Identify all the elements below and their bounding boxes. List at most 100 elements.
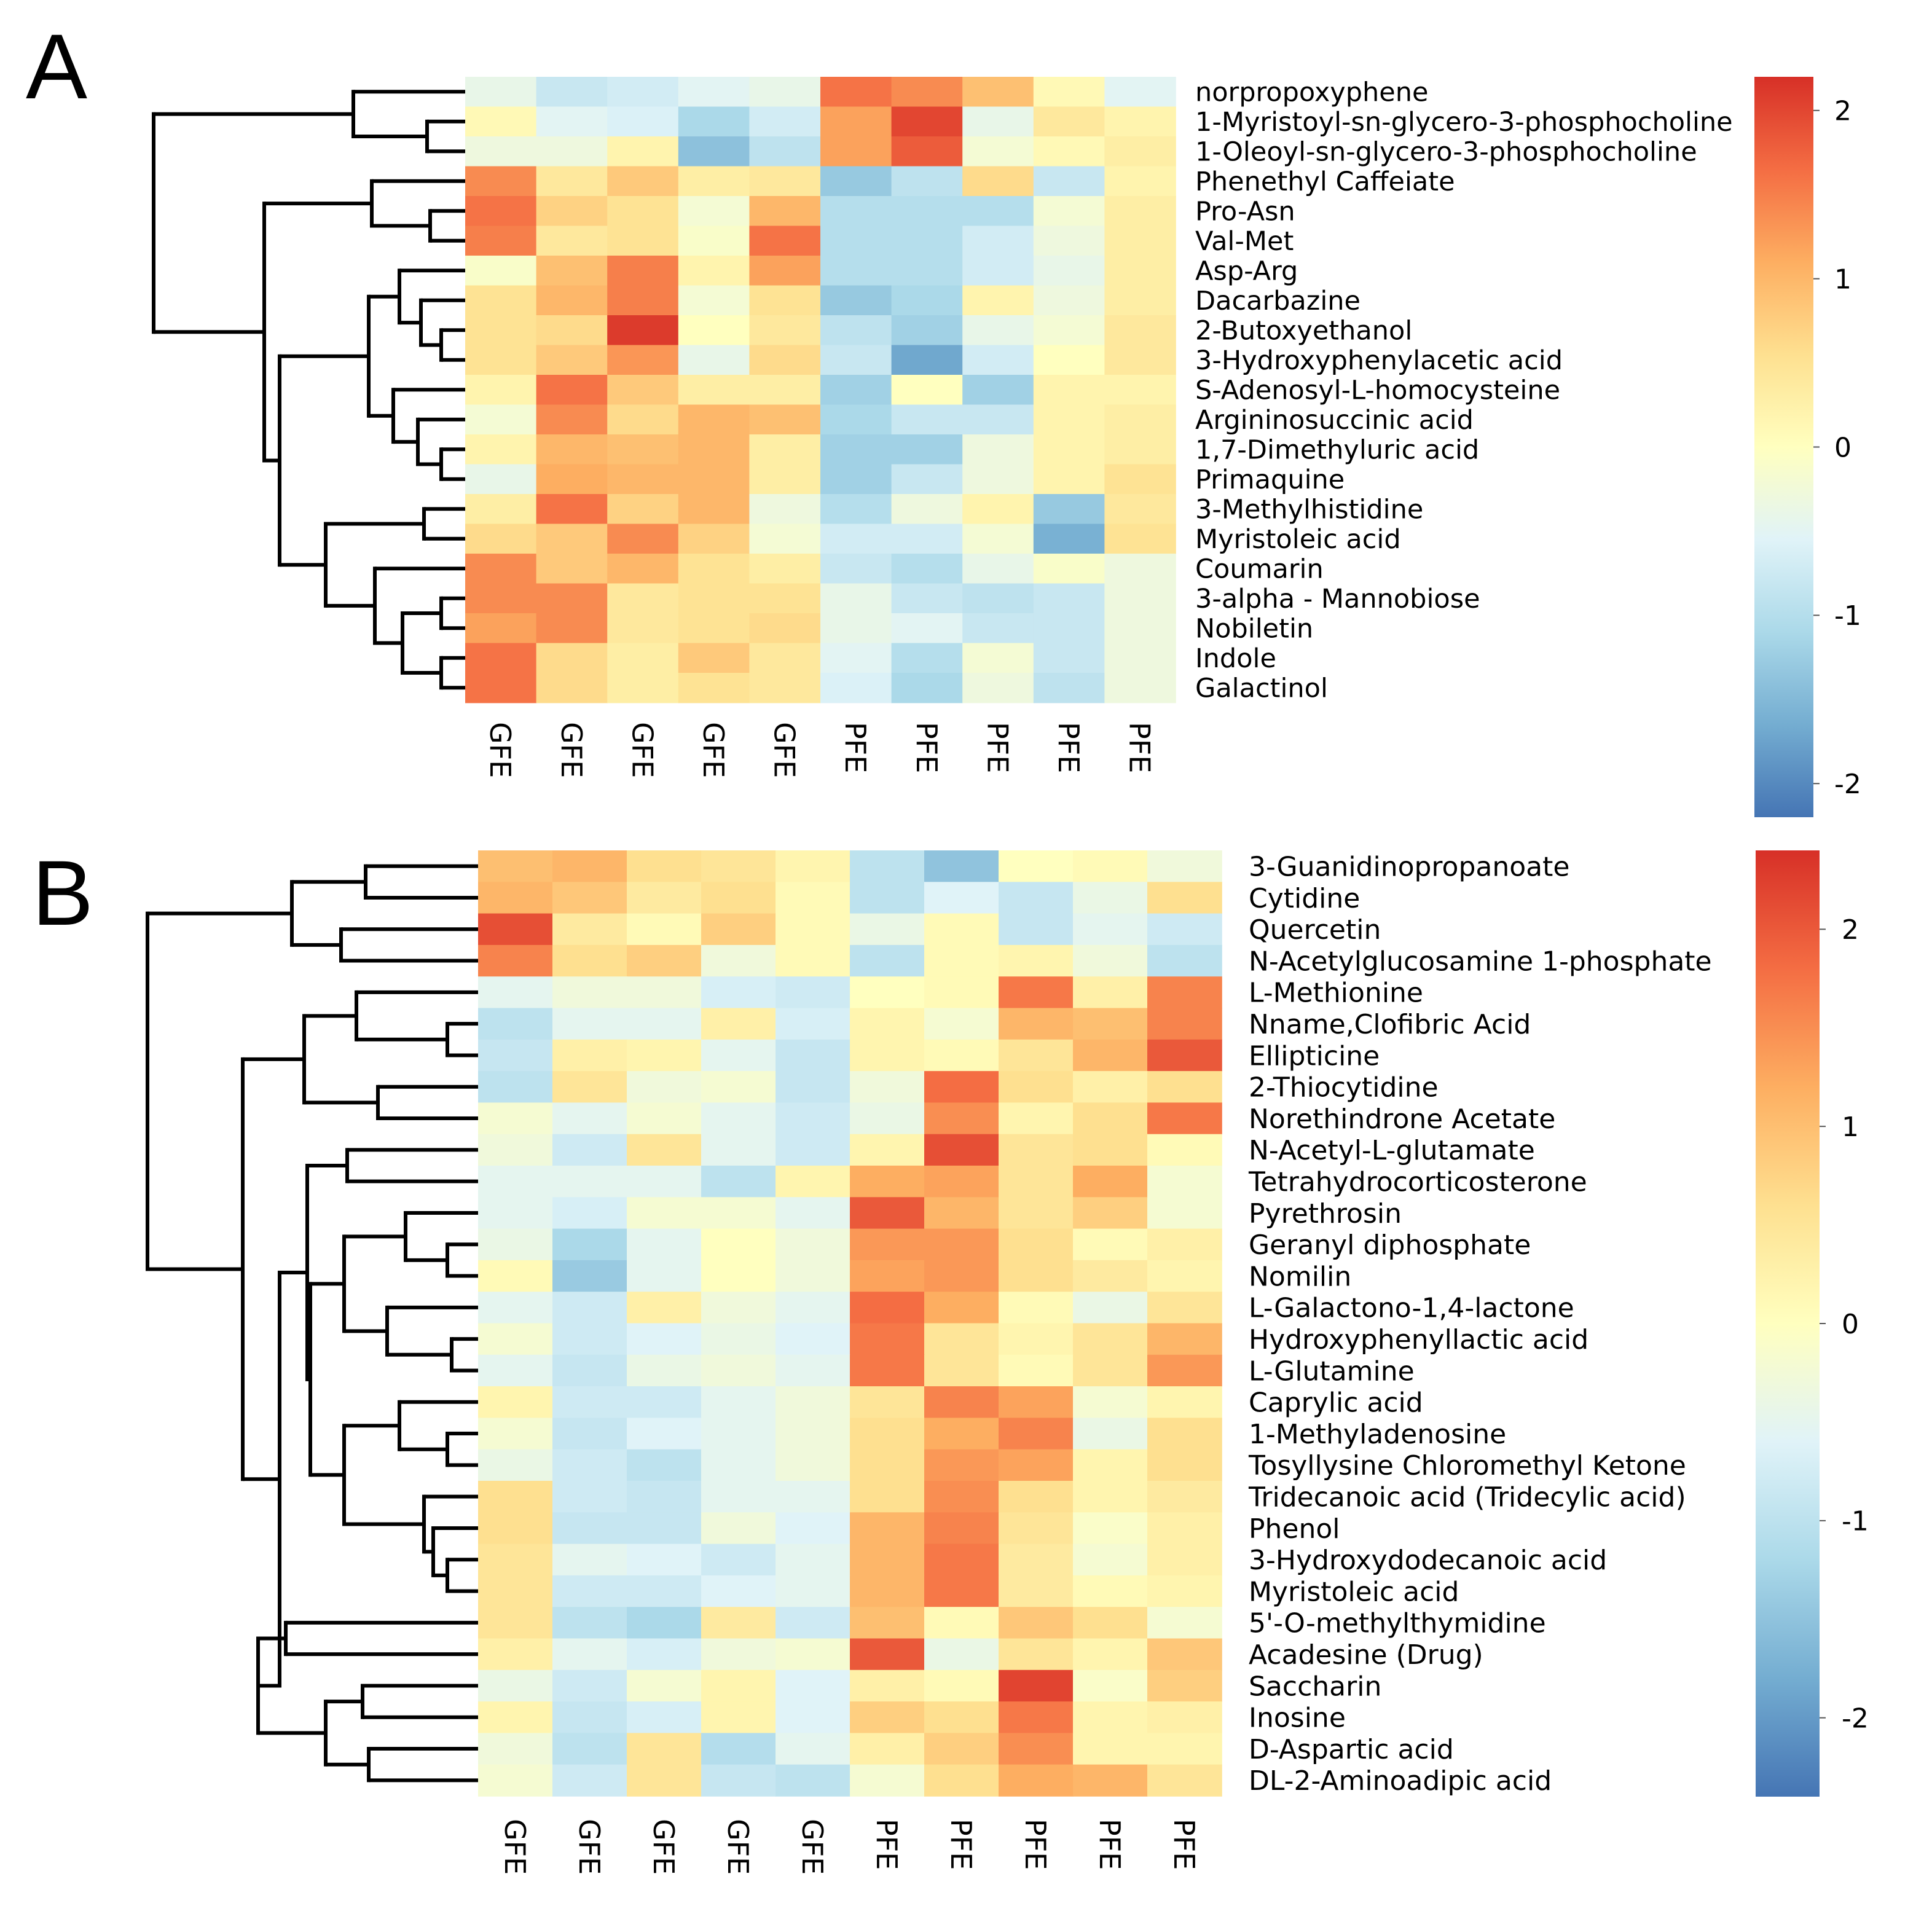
heatmap-cell — [627, 1575, 702, 1607]
heatmap-cell — [924, 1008, 999, 1040]
heatmap-cell — [820, 106, 892, 137]
heatmap-cell — [850, 1039, 925, 1072]
heatmap-cell — [1147, 1102, 1222, 1135]
heatmap-cell — [891, 345, 963, 375]
heatmap-cell — [552, 1701, 627, 1734]
heatmap-cell — [536, 375, 608, 406]
row-label: 2-Thiocytidine — [1249, 1072, 1439, 1104]
heatmap-cell — [552, 1418, 627, 1450]
row-label: Phenol — [1249, 1513, 1340, 1545]
heatmap-cell — [1104, 345, 1176, 375]
heatmap-cell — [999, 1039, 1074, 1072]
heatmap-cell — [465, 285, 537, 316]
heatmap-cell — [536, 136, 608, 167]
heatmap-cell — [999, 1669, 1074, 1702]
heatmap-cell — [552, 1481, 627, 1513]
row-label: Myristoleic acid — [1249, 1576, 1459, 1607]
heatmap-cell — [776, 913, 850, 946]
heatmap-cell — [465, 256, 537, 286]
heatmap-cell — [999, 1323, 1074, 1355]
row-label: Tetrahydrocorticosterone — [1248, 1167, 1587, 1198]
heatmap-cell — [627, 1134, 702, 1166]
heatmap-cell — [749, 375, 821, 406]
row-label: Geranyl diphosphate — [1249, 1230, 1531, 1261]
heatmap-cell — [820, 136, 892, 167]
heatmap-cell — [962, 434, 1034, 465]
heatmap-cell — [678, 196, 750, 227]
heatmap-cell — [678, 554, 750, 584]
heatmap-cell — [999, 1733, 1074, 1765]
heatmap-cell — [607, 136, 679, 167]
heatmap-cell — [465, 166, 537, 197]
column-label: GFE — [498, 1819, 532, 1875]
colorbar-tick-label: 0 — [1842, 1309, 1859, 1340]
heatmap-cell — [478, 1386, 553, 1419]
heatmap-cell — [891, 673, 963, 704]
heatmap-cell — [999, 1292, 1074, 1324]
heatmap-cell — [999, 1701, 1074, 1734]
heatmap-cell — [1104, 643, 1176, 673]
heatmap-cell — [627, 1607, 702, 1639]
heatmap-cell — [607, 196, 679, 227]
heatmap-cell — [891, 404, 963, 435]
heatmap-cell — [478, 1701, 553, 1734]
heatmap-cell — [1147, 1418, 1222, 1450]
heatmap-cell — [891, 136, 963, 167]
heatmap-cell — [776, 1323, 850, 1355]
heatmap-cell — [1104, 166, 1176, 197]
heatmap-cell — [749, 434, 821, 465]
heatmap-cell — [627, 1197, 702, 1230]
heatmap-cell — [536, 673, 608, 704]
heatmap-cell — [478, 1669, 553, 1702]
column-label: PFE — [944, 1819, 978, 1870]
heatmap-cell — [924, 1039, 999, 1072]
panel-a-row-dendrogram — [152, 90, 465, 690]
heatmap-cell — [536, 554, 608, 584]
heatmap-cell — [850, 1354, 925, 1387]
heatmap-cell — [850, 1228, 925, 1261]
heatmap-cell — [1104, 285, 1176, 316]
heatmap-cell — [924, 913, 999, 946]
heatmap-cell — [1147, 1764, 1222, 1797]
heatmap-cell — [891, 285, 963, 316]
heatmap-cell — [627, 1733, 702, 1765]
heatmap-cell — [1073, 1638, 1148, 1671]
column-label: GFE — [555, 722, 588, 778]
heatmap-cell — [749, 166, 821, 197]
heatmap-cell — [749, 226, 821, 256]
heatmap-cell — [776, 850, 850, 883]
heatmap-cell — [536, 77, 608, 108]
heatmap-cell — [962, 643, 1034, 673]
heatmap-cell — [776, 1039, 850, 1072]
heatmap-cell — [776, 1575, 850, 1607]
row-label: Argininosuccinic acid — [1195, 405, 1474, 436]
heatmap-cell — [850, 1071, 925, 1104]
heatmap-cell — [850, 1102, 925, 1135]
heatmap-cell — [962, 554, 1034, 584]
row-label: Cytidine — [1249, 883, 1360, 914]
heatmap-cell — [627, 1102, 702, 1135]
heatmap-cell — [924, 1166, 999, 1198]
heatmap-cell — [552, 913, 627, 946]
heatmap-cell — [478, 1354, 553, 1387]
row-label: 3-alpha - Mannobiose — [1195, 584, 1480, 614]
heatmap-cell — [850, 1449, 925, 1481]
heatmap-cell — [627, 1449, 702, 1481]
column-label: GFE — [768, 722, 801, 778]
heatmap-cell — [776, 882, 850, 914]
heatmap-cell — [924, 1418, 999, 1450]
heatmap-cell — [924, 882, 999, 914]
heatmap-cell — [999, 1481, 1074, 1513]
heatmap-cell — [607, 404, 679, 435]
heatmap-cell — [891, 375, 963, 406]
heatmap-cell — [924, 850, 999, 883]
column-label: GFE — [626, 722, 659, 778]
heatmap-cell — [891, 77, 963, 108]
heatmap-cell — [850, 1292, 925, 1324]
heatmap-cell — [536, 613, 608, 644]
heatmap-cell — [962, 226, 1034, 256]
heatmap-cell — [924, 1197, 999, 1230]
heatmap-cell — [465, 673, 537, 704]
heatmap-cell — [1073, 1292, 1148, 1324]
heatmap-cell — [1033, 464, 1105, 495]
